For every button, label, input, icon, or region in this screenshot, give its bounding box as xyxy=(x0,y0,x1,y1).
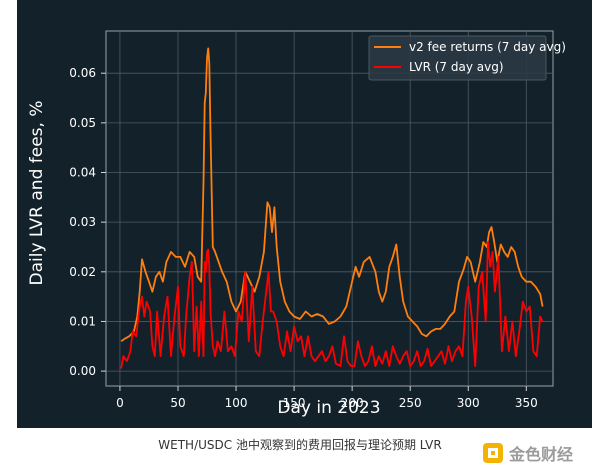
legend-label-lvr: LVR (7 day avg) xyxy=(409,60,504,74)
figure-caption: WETH/USDC 池中观察到的费用回报与理论预期 LVR xyxy=(158,438,442,452)
chart-figure: 0 50 100 150 200 250 300 350 0.00 0.01 0.02 0.03 0.… xyxy=(17,0,592,428)
legend: v2 fee returns (7 day avg) LVR (7 day av… xyxy=(368,35,566,81)
watermark-logo-icon xyxy=(483,443,503,463)
x-tick-label: 250 xyxy=(399,396,422,410)
x-tick-label: 350 xyxy=(515,396,538,410)
x-tick-label: 200 xyxy=(341,396,364,410)
x-tick-label: 50 xyxy=(170,396,185,410)
x-tick-label: 100 xyxy=(225,396,248,410)
plot-area xyxy=(105,30,554,387)
x-tick-label: 150 xyxy=(283,396,306,410)
x-axis-label: Day in 2023 xyxy=(277,398,380,418)
legend-box xyxy=(368,35,547,81)
y-tick-label: 0.04 xyxy=(69,166,96,180)
chart-svg: 0 50 100 150 200 250 300 350 0.00 0.01 0.02 0.03 0.… xyxy=(27,30,566,418)
legend-label-fee: v2 fee returns (7 day avg) xyxy=(409,40,566,54)
watermark-text: 金色财经 xyxy=(509,445,574,464)
x-tick-label: 0 xyxy=(116,396,124,410)
y-tick-label: 0.06 xyxy=(69,66,96,80)
watermark: 金色财经 xyxy=(482,441,573,465)
y-tick-label: 0.02 xyxy=(69,265,96,279)
y-axis-label: Daily LVR and fees, % xyxy=(27,101,47,286)
y-tick-label: 0.01 xyxy=(69,314,96,328)
y-tick-label: 0.00 xyxy=(69,364,96,378)
y-tick-label: 0.05 xyxy=(69,116,96,130)
lvr-line xyxy=(120,241,544,369)
x-tick-label: 300 xyxy=(457,396,480,410)
y-tick-label: 0.03 xyxy=(69,215,96,229)
fee-returns-line xyxy=(120,47,544,343)
